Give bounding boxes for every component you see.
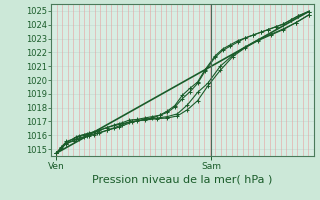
X-axis label: Pression niveau de la mer( hPa ): Pression niveau de la mer( hPa ) [92,175,273,185]
